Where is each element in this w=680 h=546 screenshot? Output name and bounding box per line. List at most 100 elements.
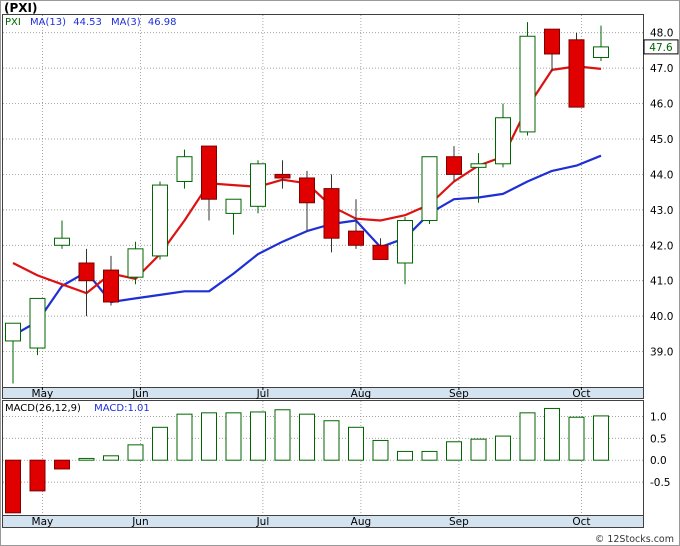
macd-ytick-label: 1.0 xyxy=(650,411,667,423)
price-legend: PXI MA(13) 44.53 MA(3) 46.98 xyxy=(5,17,177,28)
macd-bars xyxy=(5,407,609,514)
candle-body-down xyxy=(274,173,291,179)
price-ytick-label: 46.0 xyxy=(650,99,673,111)
candle-body-down xyxy=(446,156,462,175)
macd-xtick-label: Aug xyxy=(351,516,372,528)
macd-bar xyxy=(519,412,536,461)
macd-bar xyxy=(299,413,315,461)
candle xyxy=(470,153,487,203)
candle-body-up xyxy=(593,46,609,59)
price-ytick-label: 47.0 xyxy=(650,63,673,75)
last-price-label: 47.6 xyxy=(649,42,673,54)
candle xyxy=(593,25,609,62)
candle-body-up xyxy=(225,198,242,214)
candle-body-down xyxy=(544,28,560,55)
macd-legend-value: MACD:1.01 xyxy=(94,403,150,414)
macd-xtick-label: May xyxy=(32,516,54,528)
candle-body-up xyxy=(250,163,266,207)
last-price-box xyxy=(643,39,679,55)
macd-bar xyxy=(372,439,389,461)
candle-body-up xyxy=(519,35,536,133)
candle-body-down xyxy=(323,188,340,239)
macd-bar xyxy=(201,412,217,461)
candle xyxy=(5,322,21,384)
candle-body-up xyxy=(470,163,487,168)
candle-body-up xyxy=(54,237,70,246)
candle xyxy=(446,146,462,182)
macd-bar xyxy=(29,459,46,492)
legend-symbol: PXI xyxy=(5,17,21,28)
price-xaxis-band xyxy=(2,387,644,399)
candle-body-down xyxy=(372,244,389,260)
candle-body-down xyxy=(201,145,217,200)
candle xyxy=(421,156,438,225)
macd-bar xyxy=(348,426,364,461)
macd-bar xyxy=(544,407,560,461)
macd-bar xyxy=(495,435,511,461)
macd-bar xyxy=(446,441,462,461)
macd-bar xyxy=(323,420,340,461)
macd-ytick-label: 0.0 xyxy=(650,455,667,467)
macd-bar xyxy=(421,450,438,461)
macd-bar xyxy=(225,412,242,461)
candle-body-down xyxy=(78,262,95,282)
price-xtick-label: Sep xyxy=(449,388,469,400)
watermark: © 12Stocks.com xyxy=(595,534,674,545)
candle xyxy=(544,28,560,72)
candle xyxy=(103,255,119,306)
candle xyxy=(348,199,364,249)
macd-bar xyxy=(250,411,266,461)
macd-bar xyxy=(54,459,70,470)
price-xaxis: May Jun Jul Aug Sep Oct xyxy=(32,387,590,400)
candle xyxy=(323,174,340,253)
macd-bar xyxy=(78,457,95,461)
macd-xaxis-band xyxy=(2,515,644,528)
candle xyxy=(568,32,585,108)
macd-yaxis: 1.0 0.5 0.0 -0.5 xyxy=(650,411,671,489)
candle-body-down xyxy=(348,230,364,246)
candle-body-up xyxy=(421,156,438,221)
price-ytick-label: 40.0 xyxy=(650,311,673,323)
candle xyxy=(176,149,193,189)
macd-bar xyxy=(274,409,291,461)
price-xtick-label: Jul xyxy=(256,388,270,400)
candle-body-up xyxy=(152,184,168,257)
price-ytick-label: 44.0 xyxy=(650,169,673,181)
price-panel: May Jun Jul Aug Sep Oct 39.0 40.0 41.0 42.0 43.0 4… xyxy=(2,14,679,400)
candle xyxy=(225,198,242,235)
candle xyxy=(250,160,266,214)
price-ytick-label: 42.0 xyxy=(650,240,673,252)
candle xyxy=(152,181,168,260)
macd-bar xyxy=(152,426,168,461)
macd-panel: May Jun Jul Aug Sep Oct 1.0 0.5 0.0 -0.5 MACD(26… xyxy=(2,400,671,528)
macd-bar xyxy=(176,413,193,461)
candle xyxy=(54,220,70,249)
candle xyxy=(397,216,413,285)
last-price-badge: 47.6 xyxy=(643,39,679,55)
candle-body-down xyxy=(103,269,119,303)
legend-ma3-value: 46.98 xyxy=(148,17,177,28)
candle xyxy=(201,145,217,221)
macd-xtick-label: Sep xyxy=(449,516,469,528)
price-yaxis: 39.0 40.0 41.0 42.0 43.0 44.0 45.0 46.0 47.0 48.0 xyxy=(650,28,673,359)
candle xyxy=(29,297,46,356)
macd-xaxis: May Jun Jul Aug Sep Oct xyxy=(32,516,591,528)
price-ytick-label: 43.0 xyxy=(650,205,673,217)
macd-bar xyxy=(5,459,21,514)
candle xyxy=(127,241,144,285)
macd-xtick-label: Oct xyxy=(572,516,590,528)
candles xyxy=(5,22,609,384)
price-plot-border xyxy=(2,14,644,388)
macd-legend: MACD(26,12,9) MACD:1.01 xyxy=(5,403,150,414)
macd-xtick-label: Jul xyxy=(256,516,270,528)
legend-ma13-value: 44.53 xyxy=(73,17,102,28)
macd-ytick-label: -0.5 xyxy=(650,477,671,489)
price-xtick-label: Oct xyxy=(572,388,590,400)
candle-body-down xyxy=(299,177,315,204)
candle xyxy=(78,248,95,317)
candle-body-up xyxy=(5,322,21,342)
macd-xtick-label: Jun xyxy=(131,516,148,528)
price-ytick-label: 45.0 xyxy=(650,134,673,146)
